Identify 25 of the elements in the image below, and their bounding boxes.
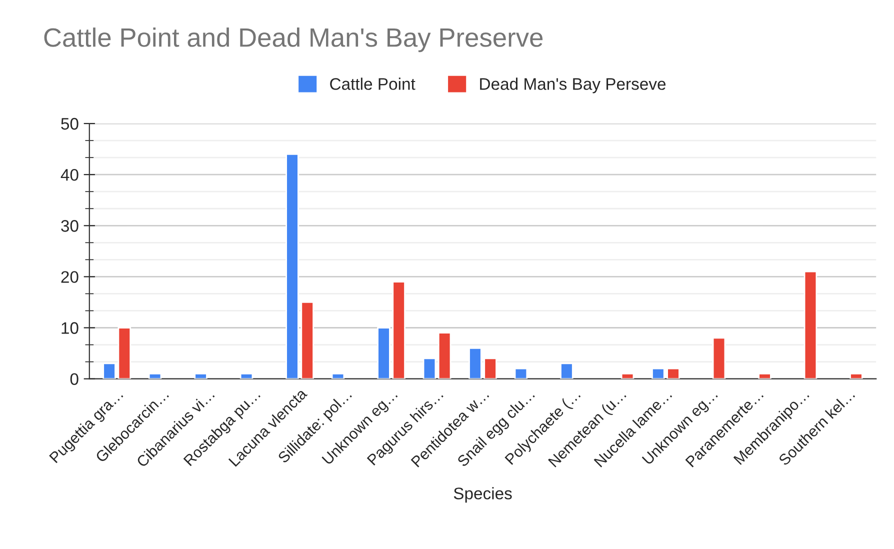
legend-label: Dead Man's Bay Perseve bbox=[480, 78, 666, 94]
bar bbox=[118, 327, 132, 379]
x-axis-title: Species bbox=[454, 487, 512, 503]
bar bbox=[194, 373, 208, 379]
bar bbox=[514, 368, 528, 379]
bar bbox=[331, 373, 345, 379]
bar bbox=[102, 362, 116, 379]
bar bbox=[758, 373, 772, 379]
y-tick-label: 10 bbox=[62, 322, 78, 334]
legend-label: Cattle Point bbox=[330, 78, 416, 90]
y-tick-label: 0 bbox=[70, 373, 78, 386]
bar bbox=[148, 373, 162, 379]
y-tick-label: 20 bbox=[61, 271, 78, 283]
bar bbox=[850, 373, 863, 379]
bar bbox=[560, 362, 574, 379]
bar bbox=[240, 373, 254, 379]
bar bbox=[620, 373, 634, 379]
y-tick-label: 30 bbox=[61, 220, 78, 232]
bar bbox=[422, 358, 436, 379]
bar bbox=[712, 337, 726, 379]
bar bbox=[804, 270, 818, 379]
bar bbox=[438, 332, 452, 379]
y-tick-label: 50 bbox=[61, 118, 78, 130]
chart-title: Cattle Point and Dead Man's Bay Preserve bbox=[44, 28, 543, 52]
y-tick-label: 40 bbox=[60, 168, 78, 181]
